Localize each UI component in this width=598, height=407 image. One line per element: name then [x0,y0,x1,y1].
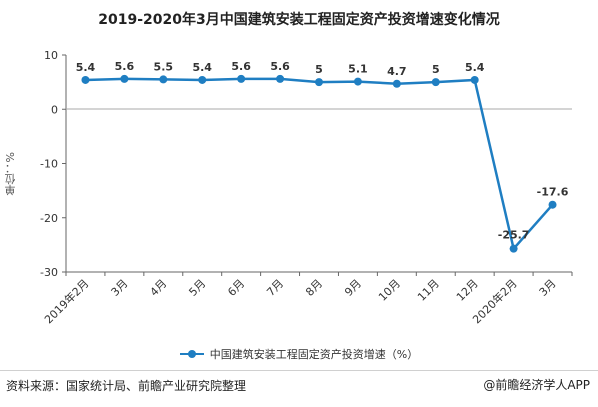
data-point [315,78,323,87]
data-point [431,78,440,87]
data-point [470,75,479,84]
data-label: 5.6 [270,60,290,73]
series-line [85,77,554,252]
legend: 中国建筑安装工程固定资产投资增速（%） [0,346,598,362]
data-label: 5.6 [231,60,251,73]
x-tick-label: 2019年2月 [41,276,91,326]
data-label: -25.7 [498,229,530,242]
data-point [509,244,518,253]
data-label: -17.6 [537,186,569,199]
x-tick-label: 3月 [109,277,131,299]
y-tick-label: 0 [51,103,58,116]
data-point [198,75,207,84]
x-tick-label: 3月 [537,277,559,299]
footer-divider [0,370,598,371]
x-tick-label: 6月 [225,277,247,299]
chart-title: 2019-2020年3月中国建筑安装工程固定资产投资增速变化情况 [98,12,500,28]
legend-swatch-icon [179,350,204,358]
data-label: 5.4 [465,61,485,74]
x-tick-label: 4月 [148,277,170,299]
data-label: 5.5 [154,60,174,73]
y-tick-label: -20 [40,212,58,225]
y-tick-label: 10 [44,49,58,62]
x-tick-label: 12月 [454,277,481,304]
brand-credit: @前瞻经济学人APP [483,376,590,393]
data-label: 5 [432,63,440,76]
y-tick-label: -10 [40,158,58,171]
x-tick-label: 11月 [415,277,442,304]
data-point [159,75,168,84]
x-tick-label: 7月 [264,277,286,299]
data-label: 4.7 [387,65,407,78]
data-point [276,74,285,83]
x-tick-label: 10月 [376,277,403,304]
legend-label: 中国建筑安装工程固定资产投资增速（%） [209,348,419,361]
x-tick-label: 8月 [303,277,325,299]
data-point [353,77,362,86]
x-tick-label: 9月 [342,277,364,299]
source-note: 资料来源：国家统计局、前瞻产业研究院整理 [6,379,247,393]
data-label: 5.4 [76,61,96,74]
data-label: 5.1 [348,63,368,76]
y-tick-label: -30 [40,266,58,279]
data-label: 5 [315,63,323,76]
data-point [548,200,557,209]
data-label: 5.4 [192,61,212,74]
data-point [120,74,129,83]
data-point [81,75,90,84]
brand-text: @前瞻经济学人APP [483,378,590,392]
data-point [237,74,246,83]
x-tick-label: 5月 [186,277,208,299]
data-label: 5.6 [115,60,135,73]
data-point [392,79,401,88]
